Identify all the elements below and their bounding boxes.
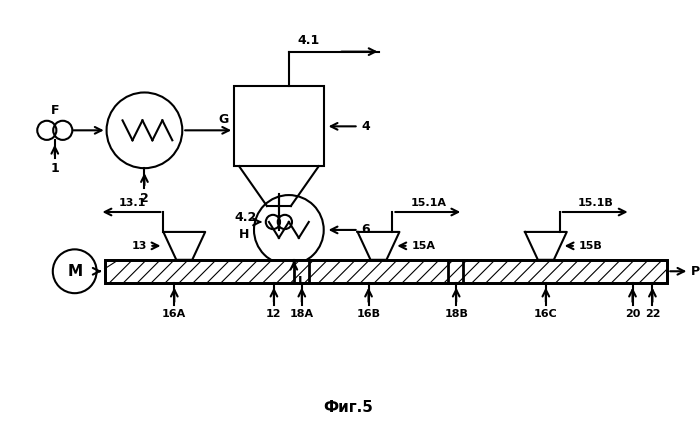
Text: M: M bbox=[67, 264, 83, 279]
Text: H: H bbox=[239, 228, 249, 242]
Text: 15B: 15B bbox=[579, 241, 603, 251]
Bar bbox=[104, 260, 667, 283]
Circle shape bbox=[52, 249, 97, 293]
Text: 13: 13 bbox=[132, 241, 148, 251]
Text: 15.1A: 15.1A bbox=[410, 198, 447, 208]
Text: 16B: 16B bbox=[356, 308, 381, 319]
Text: 13.1: 13.1 bbox=[119, 198, 146, 208]
Text: F: F bbox=[50, 104, 59, 117]
Text: 15.1B: 15.1B bbox=[578, 198, 613, 208]
Text: L: L bbox=[298, 275, 306, 288]
Text: 12: 12 bbox=[266, 308, 281, 319]
Bar bbox=[234, 86, 323, 166]
Text: 4: 4 bbox=[362, 120, 370, 133]
Text: P: P bbox=[692, 265, 700, 278]
Text: 15A: 15A bbox=[412, 241, 435, 251]
Text: 1: 1 bbox=[50, 162, 60, 175]
Text: G: G bbox=[219, 113, 229, 127]
Bar bbox=[104, 260, 667, 283]
Text: 18B: 18B bbox=[444, 308, 468, 319]
Text: 2: 2 bbox=[140, 192, 149, 205]
Text: 4.2: 4.2 bbox=[234, 211, 257, 225]
Text: 6: 6 bbox=[362, 223, 370, 236]
Text: 16C: 16C bbox=[534, 308, 558, 319]
Text: Фиг.5: Фиг.5 bbox=[323, 400, 374, 415]
Text: 18A: 18A bbox=[290, 308, 314, 319]
Text: 20: 20 bbox=[625, 308, 640, 319]
Text: 4.1: 4.1 bbox=[298, 34, 320, 47]
Text: 16A: 16A bbox=[162, 308, 186, 319]
Text: 22: 22 bbox=[645, 308, 660, 319]
